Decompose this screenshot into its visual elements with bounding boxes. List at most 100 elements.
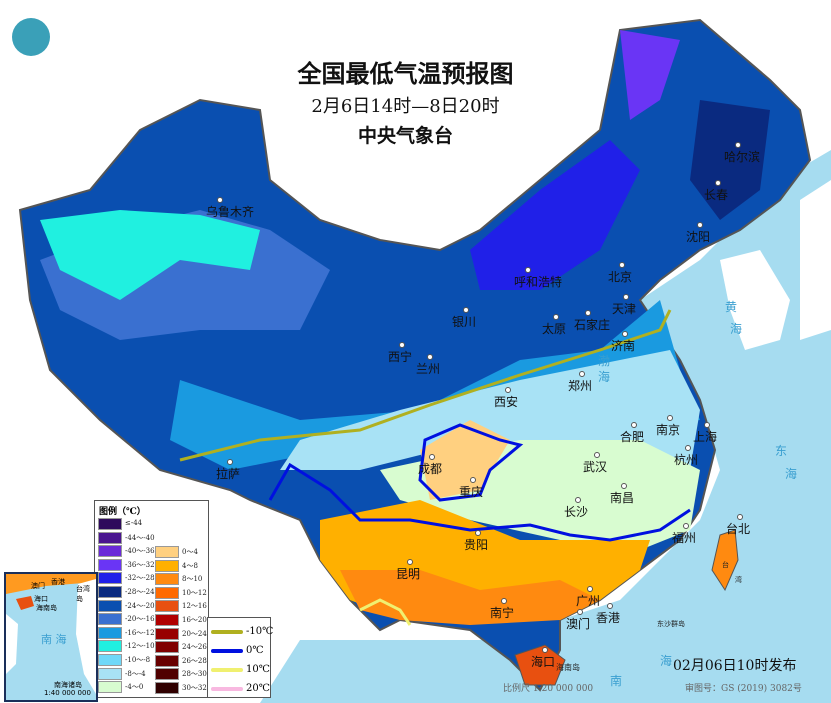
city-label: 福州 [672, 531, 697, 545]
japan-land [800, 180, 831, 340]
legend-label: -40～-36 [125, 547, 155, 556]
city-dot-icon [683, 523, 689, 529]
legend-swatch [98, 558, 122, 571]
legend-label: -8～-4 [125, 669, 146, 678]
legend-swatch [98, 545, 122, 558]
isotherm-label: 20℃ [246, 683, 270, 694]
city-label: 太原 [542, 322, 567, 336]
sea-label: 海 [785, 467, 798, 481]
legend-swatch [98, 531, 122, 544]
legend-swatch [155, 546, 179, 558]
city-dot-icon [217, 197, 223, 203]
legend-label: 0～4 [182, 548, 198, 556]
city-label: 天津 [612, 302, 637, 316]
city-dot-icon [619, 262, 625, 268]
legend-label: 12～16 [182, 602, 207, 611]
inset-map [6, 574, 96, 694]
city-dot-icon [685, 445, 691, 451]
inset-hainan: 海南岛 [36, 604, 57, 612]
band-minus10 [40, 210, 260, 300]
review-number: 审图号：GS (2019) 3082号 [685, 684, 802, 694]
legend-label: 8～10 [182, 575, 203, 584]
legend-swatch [155, 614, 179, 626]
legend-swatch [155, 627, 179, 640]
legend-swatch [98, 640, 122, 653]
city-label: 南宁 [490, 606, 515, 620]
city-label: 济南 [611, 339, 636, 353]
isotherm-label: -10℃ [246, 626, 274, 637]
city-label: 重庆 [459, 485, 484, 499]
legend-label: 28～30 [182, 670, 207, 679]
legend-label: -12～-10 [125, 642, 155, 651]
legend-label: 30～32 [182, 684, 207, 692]
city-label: 海口 [531, 655, 556, 669]
legend-label: -4～0 [125, 683, 144, 692]
city-dot-icon [501, 598, 507, 604]
isotherm-line-swatch [211, 687, 243, 691]
city-label: 北京 [608, 270, 633, 284]
city-label: 南京 [656, 423, 681, 437]
city-label: 长春 [704, 188, 729, 202]
sea-label: 海 [730, 322, 743, 336]
legend: 图例（℃） ≤-44 -44～-40 -40～-36 -36～-32 -32～-28 -2… [94, 500, 209, 698]
isotherm-label: 10℃ [246, 664, 270, 675]
city-label: 西安 [494, 395, 519, 409]
city-label: 拉萨 [216, 467, 241, 481]
isotherm-label: 0℃ [246, 645, 264, 656]
city-label: 广州 [576, 594, 601, 608]
isotherm-0-sichuan [418, 423, 524, 502]
legend-label: 20～24 [182, 629, 207, 638]
sea-label: 海 [598, 370, 611, 384]
legend-label: -10～-8 [125, 656, 151, 664]
city-dot-icon [667, 415, 673, 421]
isotherm-line-swatch [211, 630, 243, 634]
legend-label: -36～-32 [125, 560, 155, 569]
legend-swatch [98, 599, 122, 612]
hainan-island-label: 海南岛 [556, 663, 580, 672]
city-label: 昆明 [396, 567, 421, 581]
legend-swatch [155, 668, 179, 681]
south-china-sea-inset: 海口 海南岛 台湾岛 澳门 香港 南 海 南海诸岛 1:40 000 000 [4, 572, 98, 702]
city-label: 兰州 [416, 362, 441, 376]
city-dot-icon [542, 647, 548, 653]
city-dot-icon [227, 459, 233, 465]
inset-macau: 澳门 [31, 582, 45, 590]
sea-area [260, 150, 831, 703]
sea-label: 黄 [725, 300, 738, 314]
legend-swatch [155, 600, 179, 613]
city-label: 香港 [596, 611, 621, 625]
inset-scale: 1:40 000 000 [44, 689, 91, 697]
band-minus36 [620, 30, 680, 120]
city-dot-icon [587, 586, 593, 592]
city-dot-icon [607, 603, 613, 609]
inset-label: 南海诸岛 [54, 681, 82, 689]
inset-sea: 南 海 [41, 633, 67, 646]
city-dot-icon [622, 331, 628, 337]
legend-label: 26～28 [182, 656, 207, 665]
city-dot-icon [505, 387, 511, 393]
city-dot-icon [621, 483, 627, 489]
city-dot-icon [427, 354, 433, 360]
city-label: 成都 [418, 462, 443, 476]
legend-label: 24～26 [182, 643, 207, 652]
isotherm-line-swatch [211, 668, 243, 672]
city-label: 西宁 [388, 350, 413, 364]
sea-label: 渤 [598, 354, 611, 368]
sea-label: 湾 [735, 576, 742, 584]
legend-swatch [155, 586, 179, 599]
city-dot-icon [407, 559, 413, 565]
legend-label: -28～-24 [125, 588, 155, 596]
legend-label: 16～20 [182, 616, 207, 624]
legend-label: -20～-16 [125, 615, 155, 624]
legend-swatch [155, 654, 179, 667]
city-dot-icon [579, 371, 585, 377]
legend-swatch [155, 641, 179, 654]
sea-label: 南 [610, 674, 623, 688]
map-title: 全国最低气温预报图 [297, 59, 514, 88]
city-label: 长沙 [564, 505, 589, 519]
inset-haikou: 海口 [34, 595, 48, 603]
sea-label: 东 [775, 444, 788, 458]
legend-swatch [98, 518, 122, 530]
legend-label: 10～12 [182, 588, 207, 597]
